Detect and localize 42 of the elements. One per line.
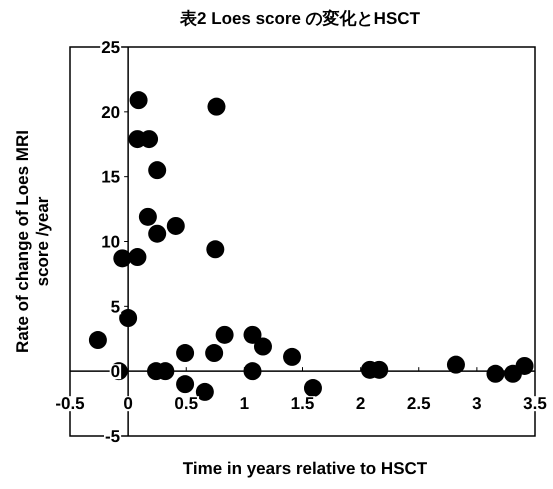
x-tick-label: 3.5 xyxy=(523,394,547,414)
y-tick-label: -5 xyxy=(105,427,120,446)
point xyxy=(207,98,226,116)
x-tick-label: 0.5 xyxy=(174,394,198,414)
point xyxy=(166,216,185,235)
point xyxy=(130,91,148,110)
point xyxy=(148,224,166,243)
x-tick-label: 2 xyxy=(356,394,366,414)
point xyxy=(176,344,194,362)
point xyxy=(148,161,166,180)
y-tick-label: 20 xyxy=(101,102,120,122)
point xyxy=(216,326,234,344)
x-tick-label: 0 xyxy=(123,394,133,414)
y-tick-label: 25 xyxy=(101,38,120,57)
x-tick-label: 2.5 xyxy=(406,394,431,414)
point xyxy=(176,375,194,394)
y-tick-label: 15 xyxy=(101,168,120,187)
y-tick-label: 10 xyxy=(101,232,120,252)
x-tick-label: 1.5 xyxy=(290,394,314,414)
y-tick-label: 0 xyxy=(110,362,120,382)
point xyxy=(446,356,465,374)
x-axis-title: Time in years relative to HSCT xyxy=(182,459,428,478)
point xyxy=(138,208,157,226)
y-tick-label: 5 xyxy=(110,297,120,316)
point xyxy=(113,249,132,268)
point xyxy=(119,309,138,328)
point xyxy=(128,248,146,266)
point xyxy=(205,344,224,362)
point xyxy=(283,348,302,366)
point xyxy=(88,331,107,350)
point xyxy=(304,379,322,398)
point xyxy=(244,362,262,380)
chart-title: 表2 Loes score の変化とHSCT xyxy=(179,9,421,28)
point xyxy=(254,338,272,356)
y-axis-title: Rate of change of Loes MRI score /year xyxy=(13,130,52,353)
x-tick-label: 1 xyxy=(240,394,250,414)
point xyxy=(486,364,504,383)
x-tick-label: 3 xyxy=(472,394,482,414)
x-tick-label: -0.5 xyxy=(55,394,85,414)
point xyxy=(244,326,262,344)
point xyxy=(206,240,224,258)
point xyxy=(516,356,534,375)
